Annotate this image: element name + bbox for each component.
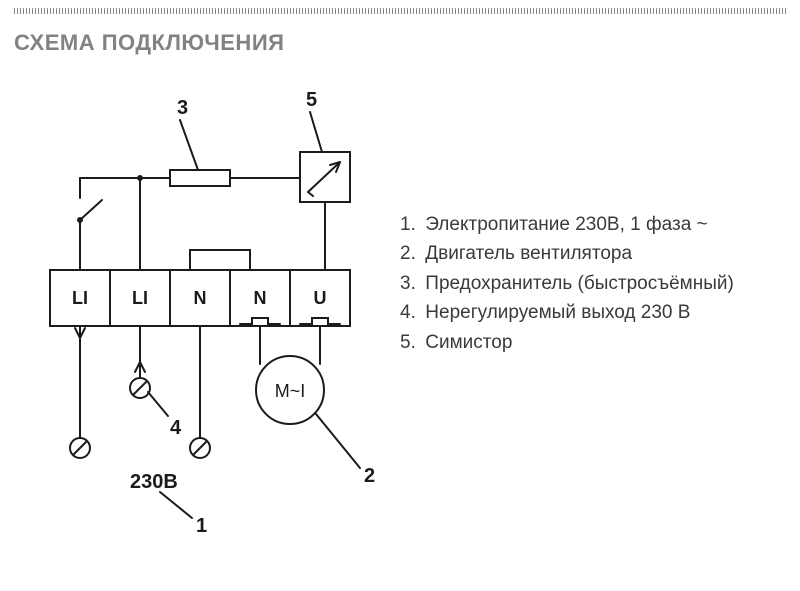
motor-label: M~I [275, 381, 306, 401]
terminal-label: N [194, 288, 207, 308]
callout-2: 2 [364, 465, 375, 487]
legend-row: 5. Симистор [400, 328, 780, 357]
legend-num: 4. [400, 298, 420, 327]
schematic-svg: LI LI N N U M~I 3 5 4 2 1 230B [30, 90, 390, 560]
terminal-label: N [254, 288, 267, 308]
legend-num: 3. [400, 269, 420, 298]
terminal-label: LI [72, 288, 88, 308]
legend-row: 2. Двигатель вентилятора [400, 239, 780, 268]
callout-1: 1 [196, 515, 207, 537]
legend: 1. Электропитание 230В, 1 фаза ~ 2. Двиг… [400, 210, 780, 357]
terminal-label: LI [132, 288, 148, 308]
legend-row: 1. Электропитание 230В, 1 фаза ~ [400, 210, 780, 239]
page-title: СХЕМА ПОДКЛЮЧЕНИЯ [14, 30, 284, 56]
legend-row: 3. Предохранитель (быстросъёмный) [400, 269, 780, 298]
legend-num: 1. [400, 210, 420, 239]
legend-text: Электропитание 230В, 1 фаза ~ [425, 214, 707, 235]
terminal-label: U [314, 288, 327, 308]
wiring-schematic: LI LI N N U M~I 3 5 4 2 1 230B [30, 90, 390, 560]
legend-num: 2. [400, 239, 420, 268]
legend-row: 4. Нерегулируемый выход 230 В [400, 298, 780, 327]
top-hatched-border [14, 8, 786, 14]
legend-text: Симистор [425, 332, 512, 353]
callout-5: 5 [306, 90, 317, 111]
voltage-label: 230B [130, 471, 178, 493]
legend-text: Нерегулируемый выход 230 В [425, 302, 690, 323]
legend-text: Предохранитель (быстросъёмный) [425, 273, 734, 294]
callout-4: 4 [170, 417, 182, 439]
legend-num: 5. [400, 328, 420, 357]
legend-text: Двигатель вентилятора [425, 243, 632, 264]
callout-3: 3 [177, 97, 188, 119]
